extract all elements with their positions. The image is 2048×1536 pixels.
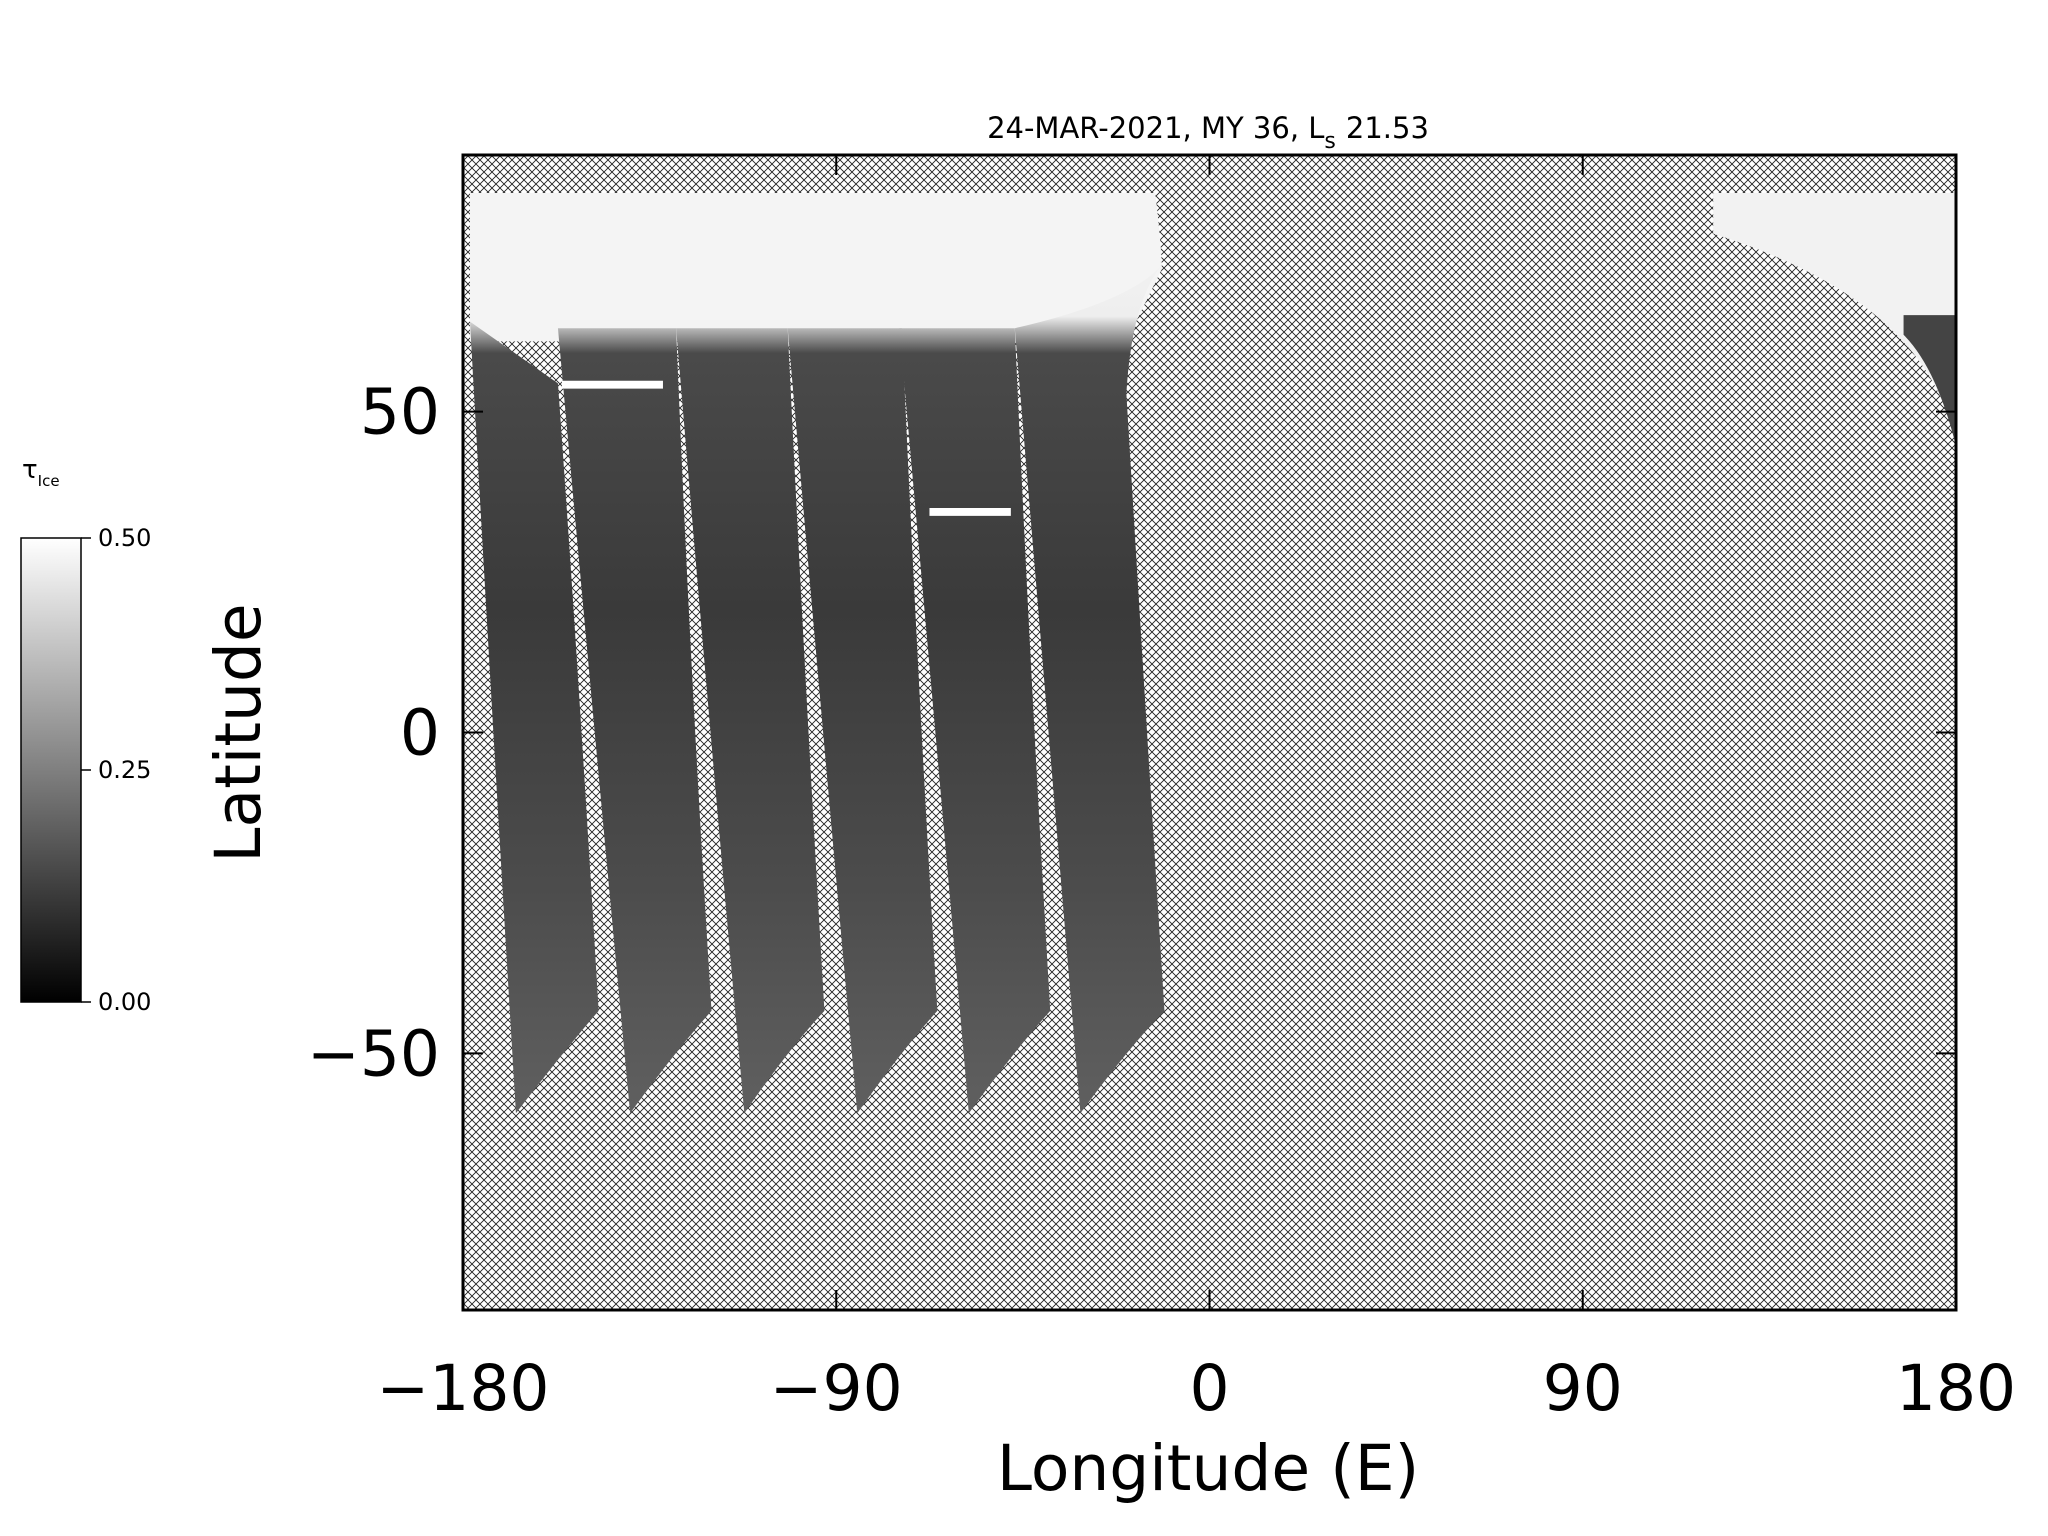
x-axis-label: Longitude (E) bbox=[997, 1432, 1419, 1505]
colorbar-tick-label: 0.00 bbox=[98, 988, 151, 1016]
y-tick-label: 50 bbox=[360, 376, 440, 449]
swath bbox=[1014, 265, 1165, 1114]
swath bbox=[787, 328, 938, 1114]
colorbar-tick-label: 0.50 bbox=[98, 524, 151, 552]
colorbar-subscript: Ice bbox=[38, 472, 60, 490]
title-subscript: s bbox=[1324, 129, 1335, 154]
x-tick-label: 0 bbox=[1189, 1352, 1229, 1425]
swaths bbox=[469, 192, 1957, 1114]
chart-title: 24-MAR-2021, MY 36, Ls 21.53 bbox=[987, 111, 1429, 154]
swath bbox=[899, 328, 1051, 1114]
polar-cap bbox=[469, 192, 1162, 342]
title-text: 24-MAR-2021, MY 36, L bbox=[987, 111, 1324, 145]
swath bbox=[676, 328, 825, 1114]
colorbar-symbol: τ bbox=[22, 455, 38, 485]
x-tick-label: 90 bbox=[1543, 1352, 1623, 1425]
colorbar-tick-label: 0.25 bbox=[98, 756, 151, 784]
y-tick-label: −50 bbox=[307, 1017, 440, 1090]
x-tick-label: 180 bbox=[1896, 1352, 2016, 1425]
title-value: 21.53 bbox=[1346, 111, 1429, 145]
polar-cap bbox=[1713, 192, 1957, 447]
y-tick-label: 0 bbox=[400, 697, 440, 770]
swath bbox=[469, 321, 599, 1114]
y-axis-label: Latitude bbox=[202, 603, 275, 862]
swath bbox=[1903, 315, 1957, 447]
colorbar bbox=[20, 537, 82, 1003]
x-tick-label: −180 bbox=[376, 1352, 549, 1425]
swath bbox=[557, 328, 712, 1114]
x-tick-label: −90 bbox=[770, 1352, 903, 1425]
colorbar-label: τIce bbox=[22, 455, 60, 490]
